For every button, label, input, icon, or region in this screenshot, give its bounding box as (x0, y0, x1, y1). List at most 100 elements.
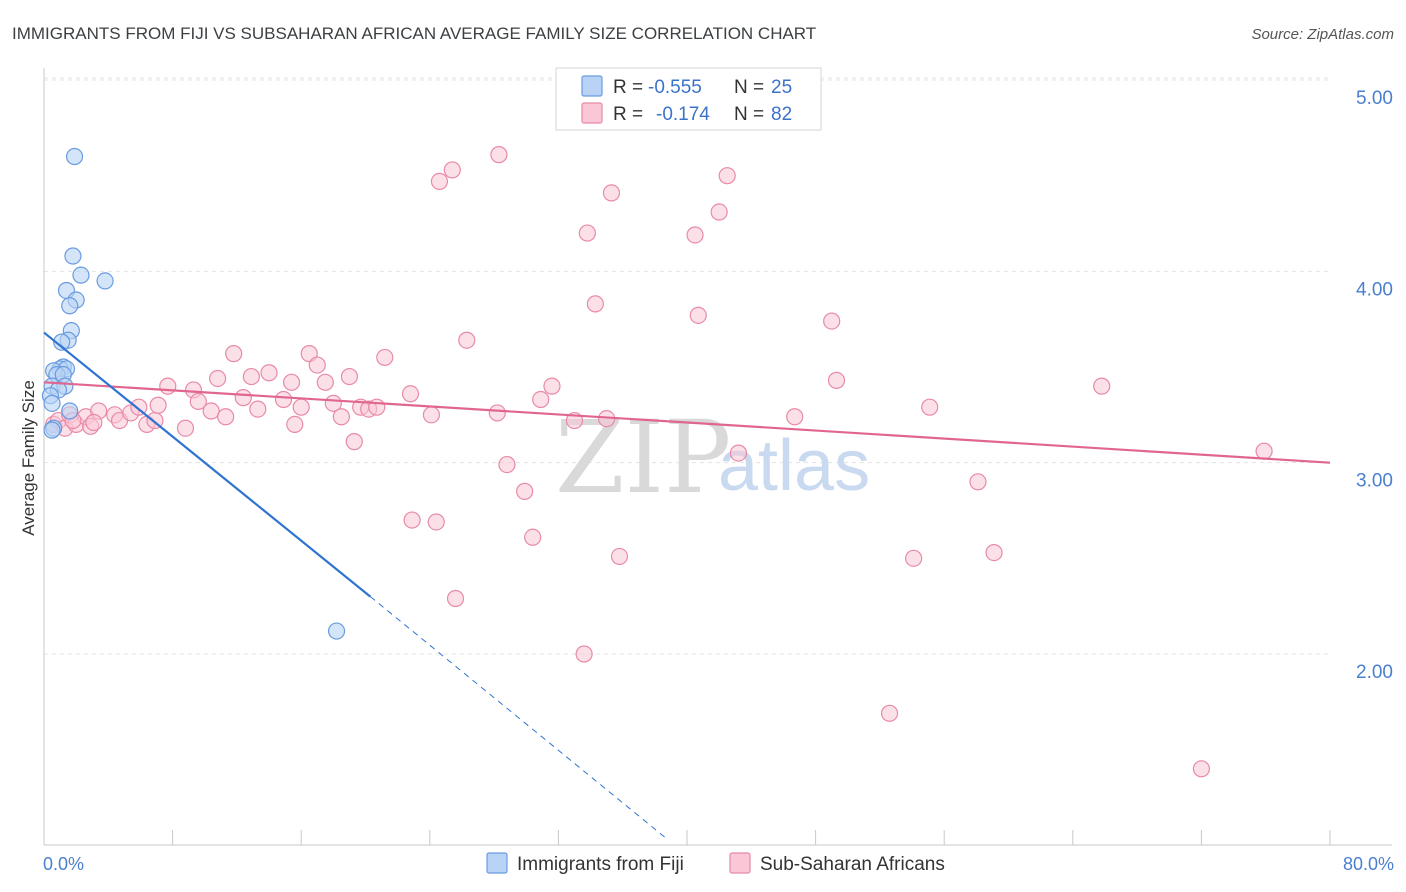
ssa-point-15 (159, 377, 177, 395)
ssa-point-16 (176, 419, 195, 437)
ssa-point-30 (292, 398, 310, 416)
ssa-point-62 (602, 184, 621, 202)
ssa-point-59 (578, 224, 596, 242)
y-tick-labels: 2.00 3.00 4.00 5.00 (1356, 88, 1393, 683)
ssa-point-81 (85, 413, 103, 432)
x-tick-labels: 0.0% 80.0% (43, 854, 1394, 874)
ssa-point-52 (498, 455, 516, 474)
ssa-point-53 (516, 482, 534, 500)
legend-r-label-ssa: R = (613, 104, 643, 125)
ssa-point-58 (575, 645, 593, 663)
ssa-point-72 (880, 704, 899, 722)
ssa-point-73 (905, 549, 923, 567)
x-tick-label-0: 0.0% (43, 854, 84, 874)
legend-r-label-fiji: R = (613, 77, 643, 98)
ssa-point-27 (274, 390, 293, 409)
legend-n-value-fiji: 25 (771, 77, 792, 98)
ssa-point-71 (827, 371, 846, 389)
legend-r-value-fiji: -0.555 (648, 77, 702, 98)
ssa-point-43 (403, 511, 421, 529)
ssa-point-35 (332, 408, 350, 426)
ssa-point-64 (686, 226, 704, 244)
series-legend: Immigrants from Fiji Sub-Saharan African… (486, 852, 945, 875)
fiji-trend-line (43, 331, 372, 598)
ssa-point-76 (985, 543, 1003, 562)
fiji-point-24 (327, 622, 346, 640)
y-tick-label-2: 4.00 (1356, 279, 1393, 300)
fiji-point-0 (65, 147, 84, 166)
y-tick-label-0: 2.00 (1356, 662, 1393, 683)
ssa-point-74 (921, 398, 939, 416)
ssa-point-41 (376, 348, 394, 367)
gridlines (44, 77, 1330, 655)
ssa-point-20 (209, 369, 227, 388)
ssa-point-44 (422, 406, 441, 424)
legend-r-value-ssa: -0.174 (656, 104, 710, 125)
ssa-point-50 (488, 404, 506, 422)
series-legend-label-ssa: Sub-Saharan Africans (760, 854, 945, 875)
ssa-point-23 (234, 389, 252, 407)
ssa-point-45 (427, 513, 445, 531)
ssa-point-66 (710, 203, 728, 221)
series-legend-label-fiji: Immigrants from Fiji (517, 854, 684, 875)
watermark-zip: ZIP (555, 399, 731, 516)
ssa-trend-line (43, 381, 1331, 464)
fiji-point-6 (61, 297, 79, 315)
ssa-point-22 (225, 345, 243, 363)
ssa-point-48 (446, 589, 465, 608)
ssa-point-14 (149, 396, 167, 414)
fiji-trend-line-extension (370, 596, 669, 840)
fiji-point-23 (43, 421, 61, 439)
ssa-point-42 (401, 385, 420, 403)
ssa-point-36 (340, 367, 359, 386)
ssa-point-79 (1255, 442, 1273, 460)
fiji-point-3 (96, 272, 114, 290)
ssa-point-18 (189, 392, 207, 411)
chart-source: Source: ZipAtlas.com (1251, 26, 1394, 43)
ssa-point-49 (458, 331, 476, 349)
ssa-point-51 (490, 146, 508, 164)
ssa-point-46 (430, 172, 449, 191)
series-legend-swatch-ssa (729, 852, 751, 874)
legend-n-label-ssa: N = (734, 104, 764, 125)
ssa-point-29 (286, 415, 304, 433)
ssa-point-69 (786, 408, 804, 426)
ssa-point-78 (1192, 760, 1211, 778)
ssa-point-70 (823, 312, 841, 330)
ssa-point-67 (718, 167, 736, 185)
fiji-point-9 (53, 333, 71, 351)
ssa-point-33 (316, 373, 334, 391)
ssa-point-25 (249, 400, 267, 418)
chart-title: IMMIGRANTS FROM FIJI VS SUBSAHARAN AFRIC… (12, 24, 816, 43)
ssa-point-40 (368, 398, 386, 416)
ssa-point-37 (345, 433, 363, 451)
ssa-point-77 (1093, 377, 1111, 395)
legend-swatch-fiji (581, 75, 603, 97)
ssa-point-54 (524, 528, 542, 546)
y-tick-label-1: 3.00 (1356, 471, 1393, 492)
ssa-point-63 (610, 547, 629, 566)
series-legend-swatch-fiji (486, 852, 508, 874)
ssa-point-68 (729, 444, 748, 462)
y-axis-label: Average Family Size (19, 380, 38, 536)
ssa-point-55 (532, 390, 550, 409)
series-sub-saharan-points (45, 146, 1273, 778)
ssa-point-65 (689, 306, 707, 324)
ssa-point-19 (202, 402, 220, 420)
ssa-point-75 (969, 473, 987, 491)
correlation-legend: R = -0.555 N = 25 R = -0.174 N = 82 (555, 67, 822, 131)
ssa-point-56 (543, 377, 561, 395)
legend-swatch-ssa (581, 102, 603, 124)
trend-lines (43, 331, 1331, 840)
axes (43, 68, 1392, 846)
ssa-point-32 (308, 356, 326, 374)
ssa-point-47 (443, 161, 461, 179)
y-tick-label-3: 5.00 (1356, 88, 1393, 109)
fiji-point-20 (43, 394, 61, 412)
fiji-point-21 (61, 402, 79, 420)
ssa-point-28 (282, 373, 301, 391)
ssa-point-60 (586, 295, 604, 313)
x-tick-label-1: 80.0% (1343, 854, 1394, 874)
fiji-point-1 (64, 247, 82, 265)
